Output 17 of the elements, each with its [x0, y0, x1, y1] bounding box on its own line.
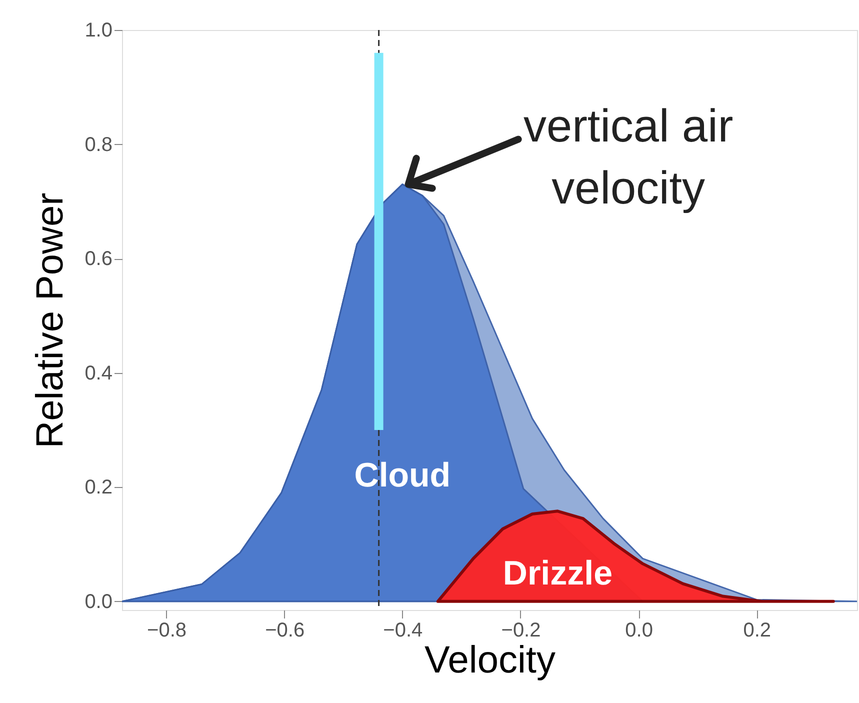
x-axis-title: Velocity [424, 640, 556, 682]
x-tick-label: −0.6 [265, 620, 305, 642]
x-tick-label: 0.0 [625, 620, 653, 642]
y-tick-label: 1.0 [84, 20, 112, 42]
series-label: Drizzle [502, 554, 612, 592]
y-tick-label: 0.2 [84, 476, 112, 499]
y-tick-label: 0.8 [84, 134, 112, 156]
x-tick-label: −0.8 [147, 620, 187, 642]
x-tick-label: 0.2 [743, 620, 772, 642]
y-tick-label: 0.0 [84, 590, 112, 613]
y-tick-label: 0.4 [84, 362, 112, 384]
y-tick-label: 0.6 [84, 248, 112, 270]
series-label: Cloud [354, 456, 451, 494]
annotation: vertical air velocity [524, 99, 734, 214]
x-tick-label: −0.2 [501, 620, 541, 642]
y-axis-title: Relative Power [30, 192, 72, 448]
x-tick-label: −0.4 [383, 620, 423, 642]
